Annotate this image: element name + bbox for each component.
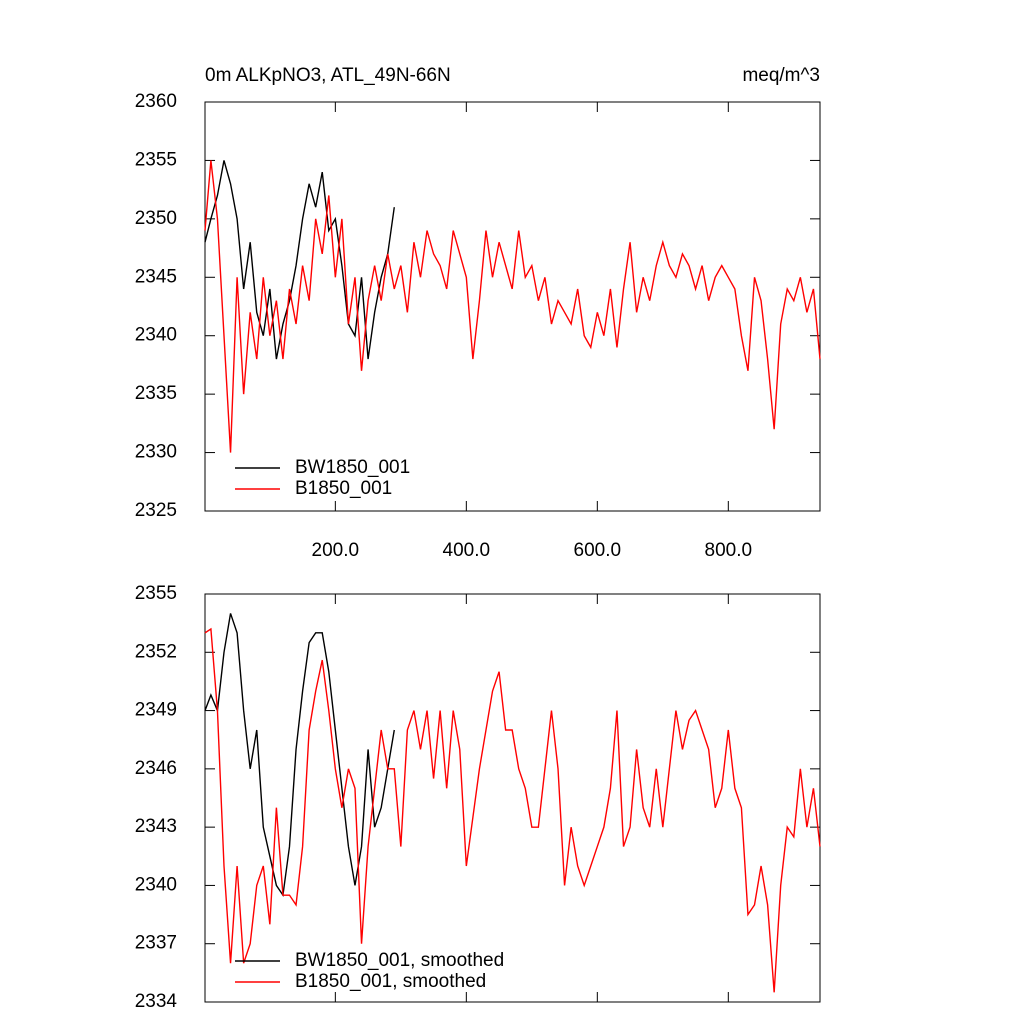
y-tick-label: 2350 xyxy=(135,208,177,229)
y-tick-label: 2340 xyxy=(135,325,177,346)
x-tick-label: 200.0 xyxy=(312,540,360,561)
y-tick-label: 2352 xyxy=(135,641,177,662)
y-tick-label: 2340 xyxy=(135,874,177,895)
legend-label: BW1850_001 xyxy=(295,457,410,478)
x-tick-label: 400.0 xyxy=(443,540,491,561)
data-line xyxy=(204,160,395,360)
legend-label: B1850_001, smoothed xyxy=(295,971,486,992)
y-tick-label: 2335 xyxy=(135,383,177,404)
y-tick-label: 2334 xyxy=(135,991,178,1012)
y-tick-label: 2355 xyxy=(135,583,177,604)
y-tick-label: 2345 xyxy=(135,266,177,287)
y-tick-label: 2360 xyxy=(135,91,177,112)
y-tick-label: 2325 xyxy=(135,500,177,521)
y-tick-label: 2355 xyxy=(135,149,177,170)
y-tick-label: 2343 xyxy=(135,816,177,837)
chart-title: 0m ALKpNO3, ATL_49N-66N xyxy=(205,65,451,86)
data-line xyxy=(204,627,821,993)
plot-frame xyxy=(204,101,821,512)
plot-frame xyxy=(204,593,821,1003)
y-tick-label: 2337 xyxy=(135,933,177,954)
data-line xyxy=(204,160,821,453)
x-tick-label: 600.0 xyxy=(574,540,622,561)
data-line xyxy=(204,613,395,898)
y-tick-label: 2346 xyxy=(135,758,177,779)
x-tick-label: 800.0 xyxy=(705,540,753,561)
y-tick-label: 2349 xyxy=(135,700,177,721)
legend-label: B1850_001 xyxy=(295,478,392,499)
y-tick-label: 2330 xyxy=(135,442,177,463)
legend-label: BW1850_001, smoothed xyxy=(295,950,504,971)
units-label: meq/m^3 xyxy=(742,65,820,86)
